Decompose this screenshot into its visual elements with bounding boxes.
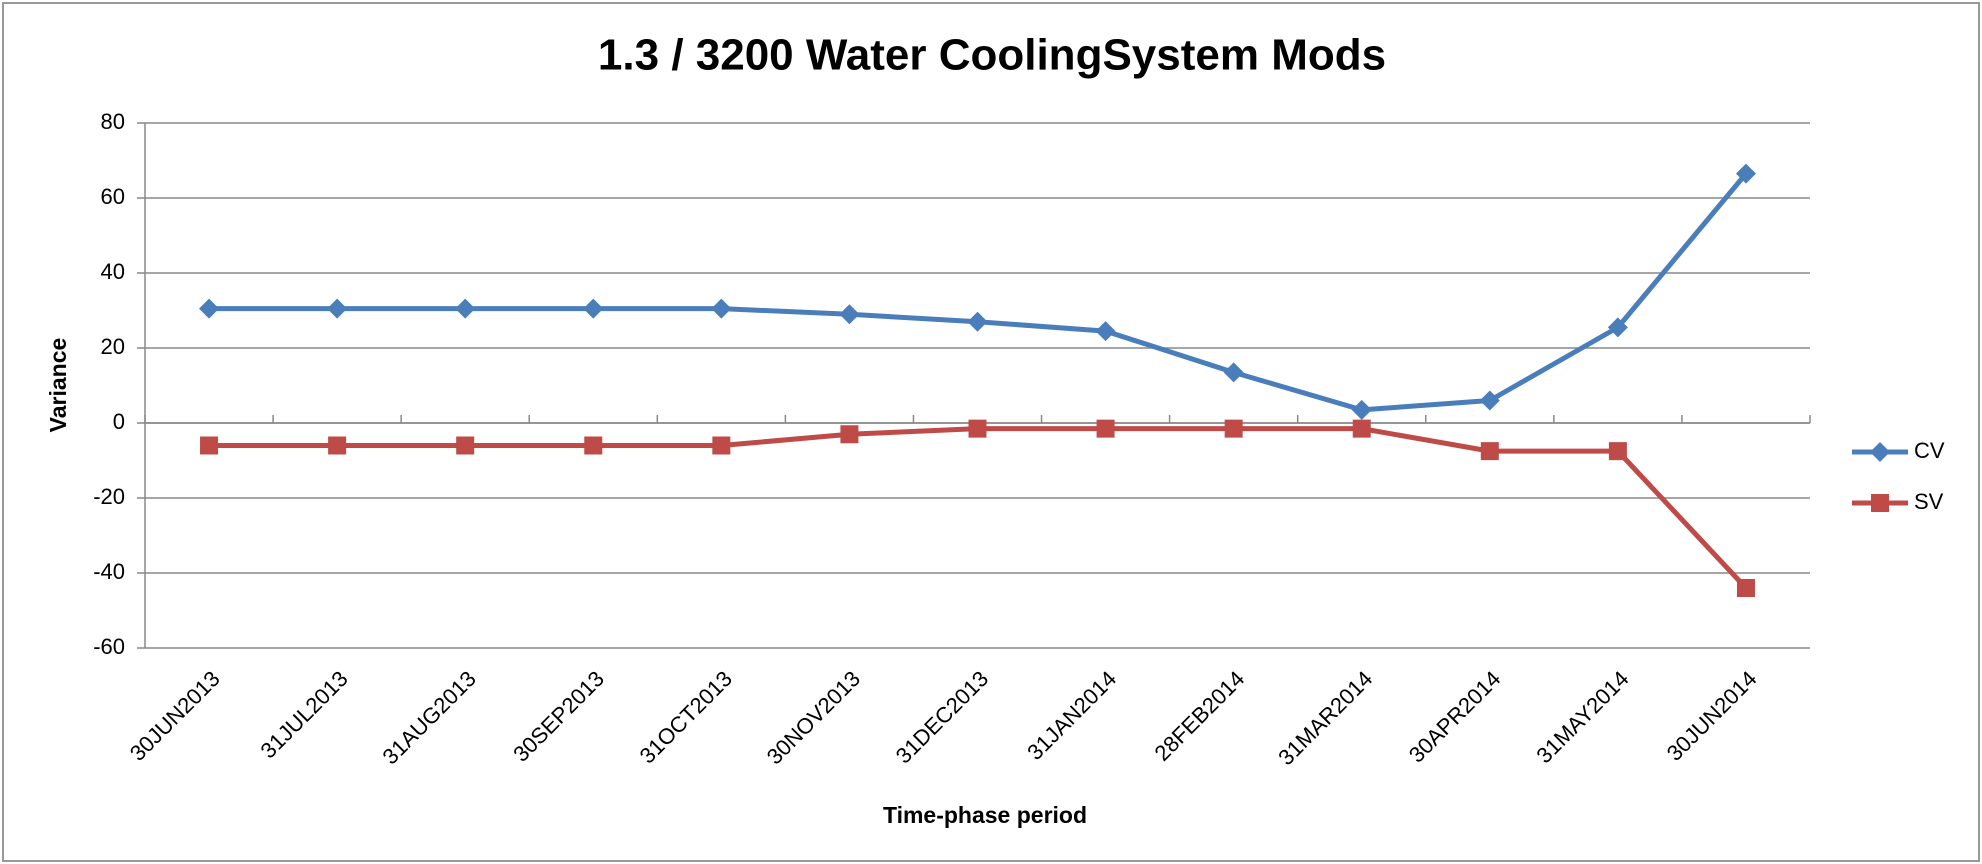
marker <box>712 436 731 455</box>
marker <box>1351 399 1372 420</box>
marker <box>327 298 348 319</box>
marker <box>1480 442 1499 461</box>
marker <box>1479 390 1500 411</box>
y-tick-label: 20 <box>101 334 125 359</box>
y-tick-label: -60 <box>93 634 125 659</box>
marker <box>455 298 476 319</box>
marker <box>1607 317 1628 338</box>
marker <box>1095 321 1116 342</box>
y-axis-title: Variance <box>45 338 71 433</box>
legend-label: CV <box>1914 438 1945 463</box>
y-tick-label: -20 <box>93 484 125 509</box>
y-tick-label: -40 <box>93 559 125 584</box>
marker <box>583 298 604 319</box>
y-tick-label: 0 <box>113 409 125 434</box>
marker <box>1096 419 1115 438</box>
y-tick-label: 80 <box>101 109 125 134</box>
marker <box>200 436 219 455</box>
marker <box>456 436 475 455</box>
marker <box>584 436 603 455</box>
marker <box>711 298 732 319</box>
marker <box>1870 442 1890 462</box>
marker <box>1871 494 1889 512</box>
marker <box>1608 442 1627 461</box>
marker <box>1736 579 1755 597</box>
marker <box>1224 419 1243 438</box>
x-axis-title: Time-phase period <box>883 802 1087 828</box>
marker <box>199 298 220 319</box>
marker <box>840 425 859 444</box>
chart-title: 1.3 / 3200 Water CoolingSystem Mods <box>598 31 1386 80</box>
y-tick-label: 40 <box>101 259 125 284</box>
marker <box>328 436 347 455</box>
marker <box>1223 362 1244 383</box>
marker <box>1735 163 1756 184</box>
marker <box>839 304 860 325</box>
marker <box>1352 419 1371 438</box>
marker <box>967 311 988 332</box>
legend-label: SV <box>1914 489 1944 514</box>
y-tick-label: 60 <box>101 184 125 209</box>
marker <box>968 419 987 438</box>
